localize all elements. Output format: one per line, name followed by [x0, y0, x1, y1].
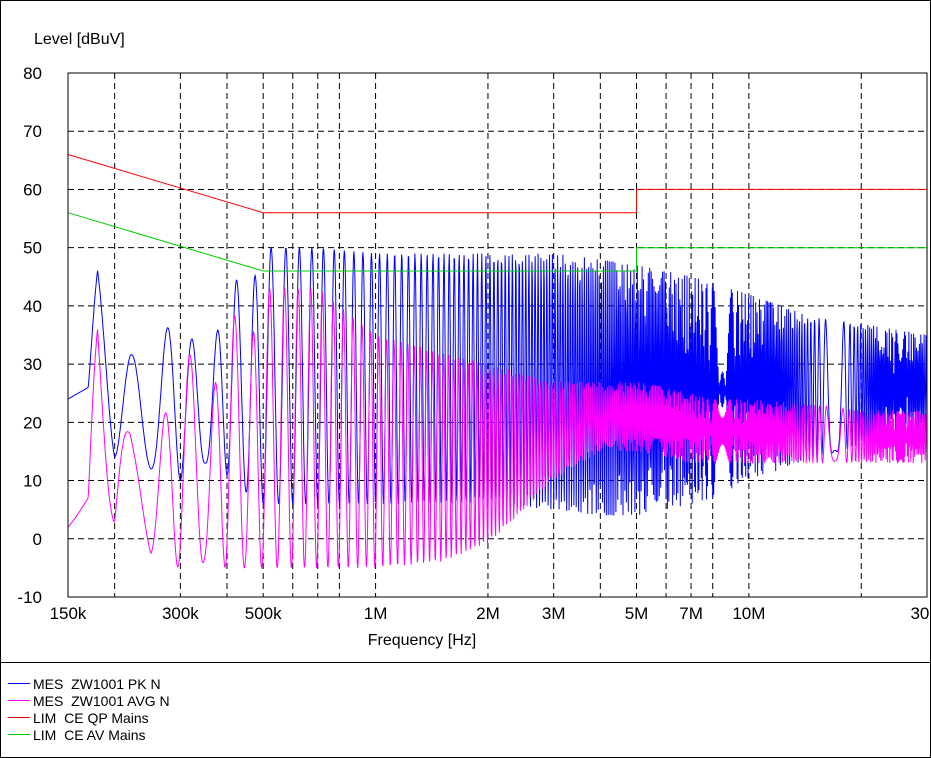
x-axis-label: Frequency [Hz] [368, 632, 476, 649]
series-line [67, 154, 927, 214]
x-tick-label: 2M [476, 604, 500, 623]
y-tick-label: -10 [17, 588, 42, 607]
y-tick-label: 0 [33, 530, 42, 549]
x-tick-label: 10M [732, 604, 765, 623]
y-tick-label: 10 [23, 472, 42, 491]
x-tick-label: 30M [910, 604, 931, 623]
x-tick-label: 300k [162, 604, 199, 623]
legend-swatch [8, 700, 30, 701]
y-axis-label: Level [dBuV] [34, 31, 125, 48]
y-tick-label: 80 [23, 64, 42, 83]
y-tick-labels: 80 70 60 50 40 30 20 10 0 -10 [17, 64, 42, 607]
x-tick-label: 1M [364, 604, 388, 623]
series-line [67, 286, 928, 570]
y-tick-label: 60 [23, 180, 42, 199]
legend-item: MES ZW1001 PK N [8, 675, 161, 692]
x-tick-label: 5M [625, 604, 649, 623]
legend-label: LIM CE AV Mains [33, 726, 146, 743]
legend-item: LIM CE QP Mains [8, 709, 149, 726]
plot-area-border [67, 72, 928, 598]
legend-swatch [8, 734, 30, 735]
y-tick-label: 20 [23, 413, 42, 432]
legend-label: MES ZW1001 PK N [33, 675, 161, 692]
legend-swatch [8, 683, 30, 684]
series-lines [67, 154, 928, 570]
legend-label: MES ZW1001 AVG N [33, 692, 170, 709]
legend-item: LIM CE AV Mains [8, 726, 146, 743]
legend-label: LIM CE QP Mains [33, 709, 149, 726]
legend-swatch [8, 717, 30, 718]
x-tick-label: 7M [679, 604, 703, 623]
x-tick-labels: 150k 300k 500k 1M 2M 3M 5M 7M 10M 30M [50, 604, 931, 623]
x-tick-label: 150k [50, 604, 87, 623]
series-line [67, 212, 927, 272]
emission-chart: Level [dBuV] Frequency [Hz] 80 70 60 50 40 30… [17, 31, 931, 649]
y-tick-label: 40 [23, 297, 42, 316]
y-tick-label: 50 [23, 239, 42, 258]
x-tick-label: 3M [542, 604, 566, 623]
legend-separator [0, 662, 931, 663]
legend-item: MES ZW1001 AVG N [8, 692, 170, 709]
y-tick-label: 70 [23, 122, 42, 141]
x-tick-label: 500k [245, 604, 282, 623]
y-tick-label: 30 [23, 355, 42, 374]
